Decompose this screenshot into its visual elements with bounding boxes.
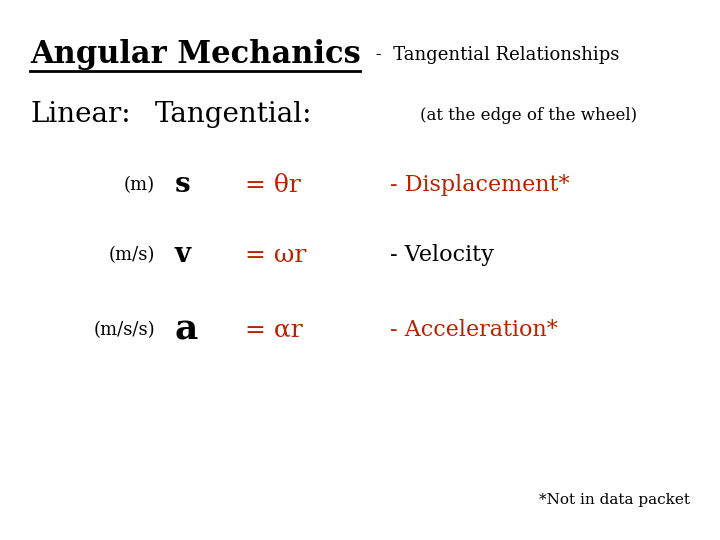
Text: = θr: = θr <box>245 173 301 197</box>
Text: -  Tangential Relationships: - Tangential Relationships <box>370 46 619 64</box>
Text: (at the edge of the wheel): (at the edge of the wheel) <box>420 106 637 124</box>
Text: (m/s/s): (m/s/s) <box>94 321 155 339</box>
Text: Angular Mechanics: Angular Mechanics <box>30 39 361 71</box>
Text: Tangential:: Tangential: <box>155 102 312 129</box>
Text: *Not in data packet: *Not in data packet <box>539 493 690 507</box>
Text: - Displacement*: - Displacement* <box>390 174 570 196</box>
Text: Linear:: Linear: <box>30 102 130 129</box>
Text: (m): (m) <box>124 176 155 194</box>
Text: s: s <box>175 172 191 199</box>
Text: a: a <box>175 313 199 347</box>
Text: = αr: = αr <box>245 319 302 341</box>
Text: v: v <box>175 241 191 268</box>
Text: (m/s): (m/s) <box>109 246 155 264</box>
Text: - Acceleration*: - Acceleration* <box>390 319 558 341</box>
Text: - Velocity: - Velocity <box>390 244 494 266</box>
Text: = ωr: = ωr <box>245 244 307 267</box>
